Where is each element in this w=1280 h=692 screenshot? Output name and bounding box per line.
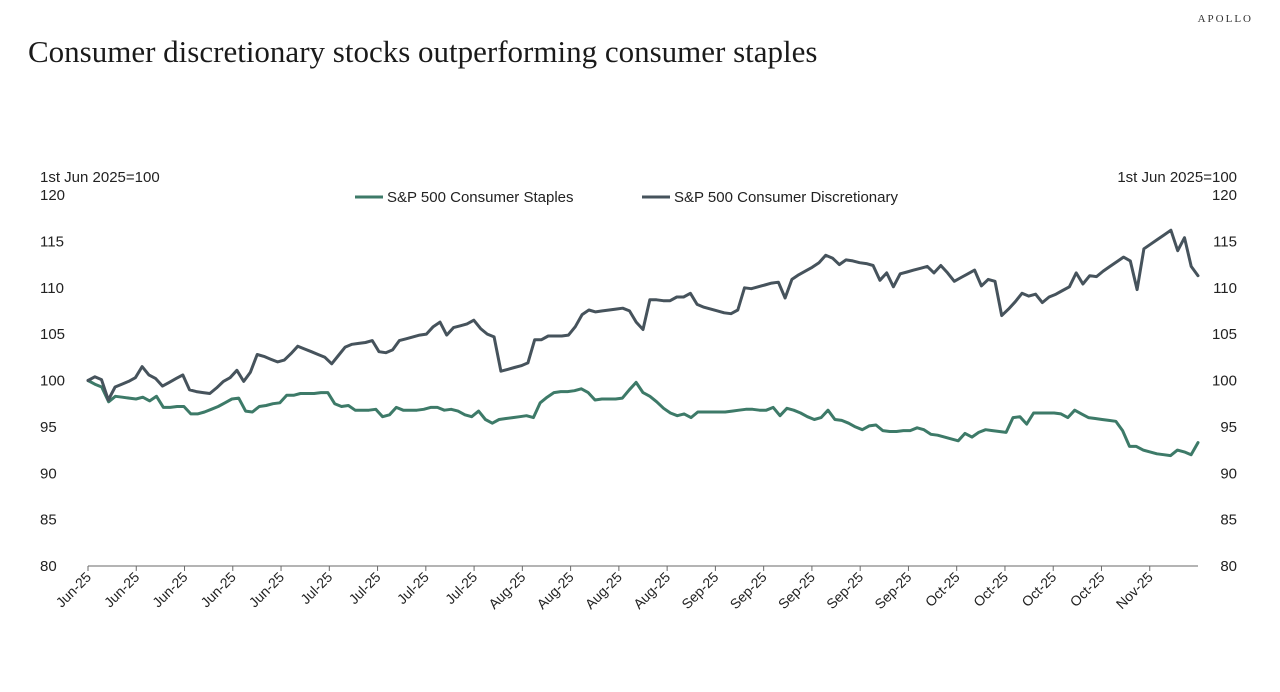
x-tick-label: Jul-25: [297, 569, 335, 607]
y-tick-left: 105: [40, 326, 65, 343]
y-tick-right: 85: [1220, 512, 1237, 529]
x-tick-label: Nov-25: [1113, 569, 1156, 612]
chart-title: Consumer discretionary stocks outperform…: [28, 34, 818, 69]
x-tick-label: Oct-25: [1018, 569, 1059, 610]
y-tick-left: 80: [40, 558, 57, 575]
y-tick-right: 80: [1220, 558, 1237, 575]
x-tick-label: Aug-25: [533, 569, 576, 612]
y-tick-right: 90: [1220, 465, 1237, 482]
y-tick-right: 110: [1213, 280, 1237, 297]
brand-logo: APOLLO: [1197, 13, 1253, 25]
x-tick-label: Sep-25: [871, 569, 914, 612]
x-tick-label: Jun-25: [149, 569, 191, 611]
x-tick-label: Sep-25: [727, 569, 770, 612]
x-tick-label: Jun-25: [246, 569, 288, 611]
x-tick-label: Sep-25: [823, 569, 866, 612]
y-axis-right: 120 115 110 105 100 95 90 85 80: [1212, 187, 1237, 575]
y-tick-left: 95: [40, 419, 57, 436]
series-layer: [86, 228, 1200, 458]
x-tick-label: Oct-25: [1067, 569, 1108, 610]
y-tick-right: 115: [1213, 233, 1237, 250]
x-tick-label: Jul-25: [394, 569, 432, 607]
y-tick-left: 100: [40, 373, 65, 390]
x-tick-label: Sep-25: [775, 569, 818, 612]
y-tick-right: 100: [1212, 373, 1237, 390]
x-tick-label: Oct-25: [922, 569, 963, 610]
y-tick-left: 85: [40, 512, 57, 529]
x-tick-label: Oct-25: [970, 569, 1011, 610]
y-tick-right: 105: [1212, 326, 1237, 343]
y-tick-right: 120: [1212, 187, 1237, 204]
y-axis-left: 120 115 110 105 100 95 90 85 80: [40, 187, 65, 575]
x-tick-label: Jun-25: [101, 569, 143, 611]
legend-label-discretionary: S&P 500 Consumer Discretionary: [674, 189, 898, 206]
x-tick-label: Jun-25: [197, 569, 239, 611]
x-tick-label: Sep-25: [678, 569, 721, 612]
x-axis: Jun-25 Jun-25 Jun-25 Jun-25 Jun-25 Jul-25 Jul-…: [53, 566, 1156, 612]
x-tick-label: Jun-25: [53, 569, 95, 611]
y-tick-left: 110: [40, 280, 64, 297]
series-line-discretionary: [86, 228, 1200, 402]
y-tick-left: 120: [40, 187, 65, 204]
y-tick-left: 90: [40, 465, 57, 482]
x-tick-label: Aug-25: [485, 569, 528, 612]
x-tick-label: Jul-25: [345, 569, 383, 607]
series-line-staples: [86, 379, 1200, 458]
x-tick-label: Aug-25: [582, 569, 625, 612]
y-axis-unit-right: 1st Jun 2025=100: [1117, 169, 1237, 186]
legend: S&P 500 Consumer Staples S&P 500 Consume…: [355, 189, 898, 206]
x-tick-label: Jul-25: [442, 569, 480, 607]
x-tick-label: Aug-25: [630, 569, 673, 612]
y-tick-left: 115: [40, 233, 64, 250]
legend-label-staples: S&P 500 Consumer Staples: [387, 189, 574, 206]
y-tick-right: 95: [1220, 419, 1237, 436]
y-axis-unit-left: 1st Jun 2025=100: [40, 169, 160, 186]
